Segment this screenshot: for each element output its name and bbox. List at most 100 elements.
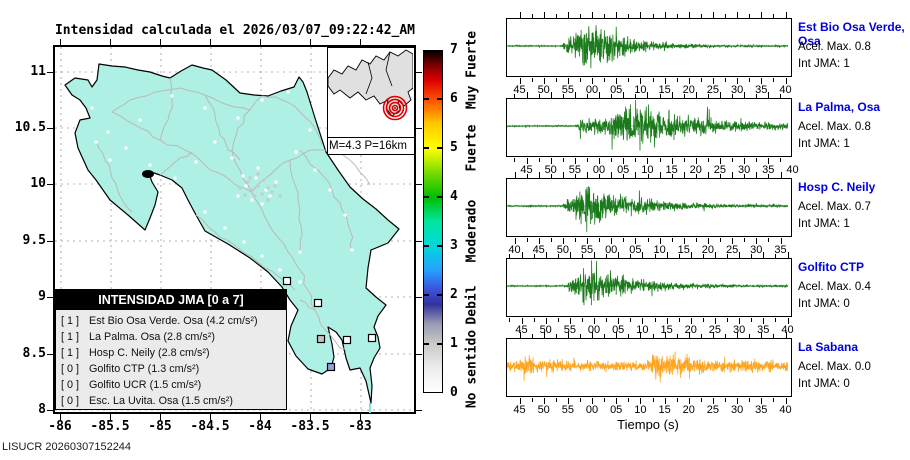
seis-tickmark-bottom	[739, 318, 741, 324]
seis-tickmark-top	[569, 252, 571, 258]
seis-tick-label: 25	[706, 84, 720, 96]
seis-tickmark-top	[719, 92, 721, 98]
seis-tickmark-top	[768, 174, 770, 178]
seis-tickmark-top	[623, 92, 625, 98]
legend-entry-station: Golfito UCR (1.5 cm/s²)	[89, 379, 202, 391]
seis-tickmark-top	[727, 254, 728, 258]
legend-entry-station: Hosp C. Neily (2.8 cm/s²)	[89, 347, 210, 359]
seis-tickmark-bottom	[562, 238, 564, 244]
seis-tickmark-top	[676, 334, 678, 338]
seis-tickmark-bottom	[732, 238, 734, 244]
epicenter-inset-map: M=4.3 P=16km	[327, 47, 415, 155]
inset-border-line	[385, 51, 393, 87]
intensity-legend: INTENSIDAD JMA [0 a 7] [ 1 ] Est Bio Osa …	[55, 289, 287, 410]
seis-tickmark-top	[785, 12, 787, 18]
waveform-svg	[507, 186, 789, 232]
seis-tickmark-top	[720, 174, 721, 178]
seis-tickmark-top	[756, 172, 758, 178]
seis-tickmark-top	[780, 172, 782, 178]
colorbar-tick-left	[424, 196, 429, 198]
seis-tickmark-top	[763, 252, 765, 258]
seis-tick-label: 45	[513, 84, 526, 96]
road-line	[159, 151, 193, 176]
road-line	[111, 87, 251, 113]
station-dot	[256, 166, 260, 170]
seis-tickmark-bottom	[526, 158, 528, 164]
seis-tickmark-top	[604, 14, 606, 18]
seis-tick-label: 15	[677, 244, 690, 256]
y-tickmark-right	[416, 241, 422, 242]
seis-tickmark-bottom	[725, 398, 726, 402]
waveform-trace	[506, 351, 789, 383]
seis-tickmark-bottom	[785, 398, 787, 404]
seis-tickmark-bottom	[725, 78, 726, 82]
station-dot	[230, 156, 234, 160]
x-tick-label: -84.5	[190, 419, 230, 434]
seis-tickmark-top	[712, 12, 714, 18]
station-dot	[242, 240, 246, 244]
seis-tickmark-top	[714, 252, 716, 258]
intensity-colorbar	[423, 50, 443, 393]
seis-tickmark-top	[700, 14, 702, 18]
seis-tickmark-bottom	[514, 238, 516, 244]
y-tick-label: 9	[38, 289, 46, 304]
seis-tick-label: 05	[629, 244, 642, 256]
legend-entry: [ 0 ] Golfito CTP (1.3 cm/s²)	[56, 361, 286, 377]
seis-tickmark-bottom	[628, 78, 630, 82]
y-tick-label: 11	[30, 64, 46, 79]
seis-tickmark-bottom	[575, 238, 576, 242]
station-acel-max: Acel. Max. 0.8	[798, 41, 871, 53]
seis-tickmark-bottom	[737, 398, 739, 404]
seis-tick-label: 10	[634, 404, 647, 416]
colorbar-number: 0	[450, 385, 458, 400]
x-tickmark-bottom	[110, 414, 111, 420]
watermark-timestamp: LISUCR 20260307152244	[2, 441, 132, 453]
station-dot-gray	[250, 188, 254, 192]
seis-tickmark-top	[531, 334, 533, 338]
seis-tickmark-top	[538, 94, 540, 98]
colorbar-tick-right	[437, 294, 442, 296]
seis-tick-label: 15	[658, 404, 671, 416]
seis-tickmark-bottom	[659, 238, 661, 244]
y-tickmark-right	[416, 354, 422, 355]
map-title: Intensidad calculada el 2026/03/07_09:22…	[54, 23, 416, 38]
seis-tickmark-bottom	[533, 318, 535, 322]
legend-entry: [ 0 ] Esc. La Uvita. Osa (1.5 cm/s²)	[56, 393, 286, 409]
seis-tickmark-bottom	[630, 318, 632, 322]
seis-tickmark-bottom	[763, 318, 765, 324]
y-tickmark-left	[47, 354, 53, 355]
seis-tick-label: 00	[592, 164, 606, 176]
waveform-svg	[506, 351, 789, 383]
seis-tickmark-top	[640, 332, 642, 338]
seis-tick-label: 35	[755, 84, 768, 96]
x-tickmark-bottom	[360, 414, 361, 420]
seis-tickmark-top	[618, 252, 620, 258]
station-dot	[250, 198, 254, 202]
x-tickmark-top	[210, 39, 211, 45]
seis-tickmark-bottom	[514, 158, 516, 162]
station-dot	[294, 150, 298, 154]
seis-tickmark-bottom	[555, 78, 557, 82]
seis-tickmark-top	[519, 12, 521, 18]
seis-tickmark-top	[780, 94, 782, 98]
seis-tickmark-bottom	[664, 78, 666, 84]
seis-tickmark-top	[580, 334, 581, 338]
station-name: Est Bio Osa Verde, Osa	[798, 20, 905, 48]
colorbar-number: 3	[450, 238, 458, 253]
seis-tick-label: 30	[730, 84, 744, 96]
station-dot	[343, 213, 347, 217]
seis-tickmark-bottom	[526, 238, 528, 242]
seis-tickmark-bottom	[640, 78, 642, 84]
station-dot	[274, 180, 278, 184]
seis-tickmark-top	[592, 12, 593, 18]
seis-tick-label: 45	[532, 244, 545, 256]
seis-tickmark-top	[725, 14, 726, 18]
legend-title: INTENSIDAD JMA [0 a 7]	[56, 290, 286, 310]
seis-tickmark-bottom	[688, 398, 690, 404]
seis-tickmark-bottom	[574, 158, 576, 164]
y-tickmark-left	[47, 184, 53, 185]
seis-tickmark-bottom	[676, 398, 678, 402]
seis-tickmark-top	[635, 94, 637, 98]
seis-tickmark-bottom	[635, 158, 637, 162]
seismogram-box	[506, 258, 792, 317]
